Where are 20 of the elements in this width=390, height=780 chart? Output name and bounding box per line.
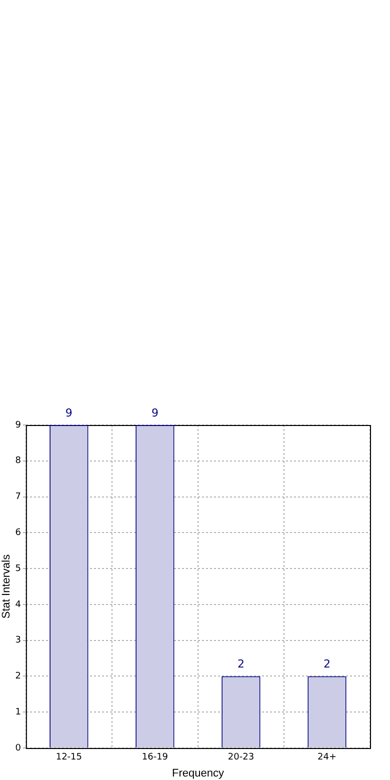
- x-tick-label: 12-15: [56, 752, 82, 763]
- y-axis-title: Stat Intervals: [0, 554, 13, 619]
- x-tick-label: 16-19: [142, 752, 168, 763]
- y-tick-label: 6: [15, 528, 22, 538]
- data-label: 9: [151, 406, 158, 420]
- y-tick-label: 0: [15, 743, 22, 754]
- data-label: 9: [65, 406, 72, 420]
- x-axis-title: Frequency: [172, 767, 224, 780]
- y-tick-label: 3: [15, 636, 21, 646]
- y-tick-label: 5: [15, 564, 21, 574]
- y-tick-label: 8: [15, 456, 22, 466]
- y-tick-label: 4: [15, 600, 22, 610]
- y-tick-label: 9: [15, 420, 22, 430]
- y-tick-label: 7: [15, 492, 21, 502]
- x-tick-label: 24+: [317, 752, 336, 763]
- y-tick-label: 1: [15, 707, 21, 718]
- y-tick-label: 2: [15, 672, 21, 682]
- data-label: 2: [323, 658, 330, 671]
- data-label: 2: [237, 658, 244, 671]
- x-tick-label: 20-23: [228, 752, 254, 763]
